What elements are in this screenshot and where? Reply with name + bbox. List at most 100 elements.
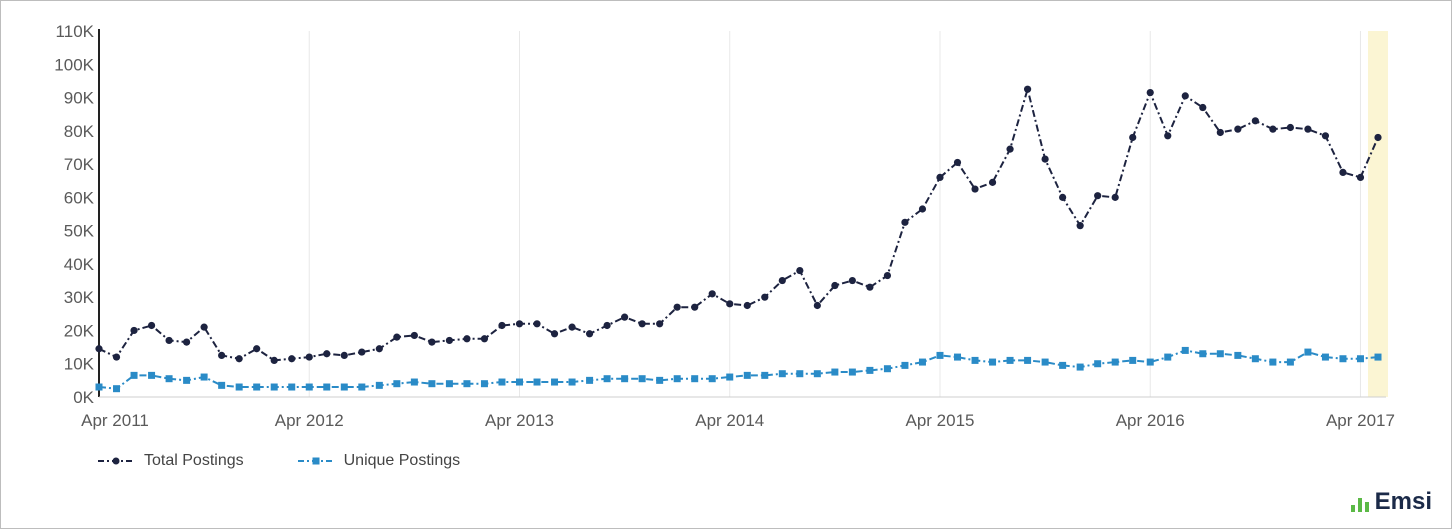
data-point-1-70 [1321,353,1329,361]
legend: Total Postings Unique Postings [96,452,460,470]
data-point-1-49 [954,353,962,361]
total-postings-legend-icon [98,457,134,465]
data-point-1-37 [743,371,751,379]
data-point-1-24 [515,378,523,386]
y-tick-label-10: 100K [54,55,94,74]
data-point-1-35 [708,375,716,383]
brand-logo: Emsi [1350,488,1432,515]
data-point-0-12 [305,353,313,361]
data-point-0-13 [323,350,331,358]
data-point-1-62 [1181,346,1189,354]
data-point-0-64 [1216,128,1224,137]
legend-label-unique: Unique Postings [343,452,461,469]
data-point-1-17 [393,380,401,388]
data-point-1-26 [551,378,559,386]
data-point-1-44 [866,366,874,374]
data-point-1-63 [1199,350,1207,358]
data-point-0-17 [393,333,401,341]
data-point-0-42 [831,281,839,290]
data-point-0-16 [375,345,383,353]
data-point-0-35 [708,290,716,298]
data-point-1-2 [130,371,138,379]
data-point-0-33 [673,303,681,311]
data-point-0-67 [1269,125,1277,133]
data-point-0-55 [1059,193,1067,201]
data-point-1-34 [691,375,699,383]
data-point-0-38 [761,293,769,301]
data-point-0-15 [358,348,366,356]
data-point-0-26 [550,330,559,338]
data-point-1-50 [971,356,979,364]
y-tick-label-7: 70K [64,155,95,174]
data-point-1-72 [1356,355,1364,363]
data-point-0-60 [1146,88,1154,97]
data-point-0-24 [515,320,524,328]
data-point-1-8 [235,383,243,391]
data-point-0-70 [1321,132,1330,140]
data-point-1-58 [1111,358,1119,366]
data-point-1-10 [270,383,278,391]
legend-item-unique[interactable]: Unique Postings [296,452,461,470]
x-tick-label-0: Apr 2011 [81,411,149,430]
y-tick-label-0: 0K [73,388,94,407]
data-point-1-9 [253,383,261,391]
data-point-1-40 [796,370,804,378]
data-point-0-73 [1374,133,1382,142]
y-tick-label-11: 110K [56,22,95,41]
data-point-1-33 [673,375,681,383]
legend-item-total[interactable]: Total Postings [96,452,244,470]
data-point-0-7 [218,351,226,360]
series [95,85,1382,393]
data-point-0-52 [1006,145,1014,153]
data-point-1-19 [428,380,436,388]
data-point-1-38 [761,371,769,379]
data-point-1-64 [1216,350,1224,358]
data-point-1-27 [568,378,576,386]
x-tick-label-4: Apr 2015 [905,411,974,430]
x-tick-label-3: Apr 2014 [695,411,764,430]
y-tick-label-4: 40K [64,255,95,274]
data-point-0-22 [480,335,489,343]
data-point-1-68 [1286,358,1294,366]
x-tick-label-1: Apr 2012 [275,411,344,430]
data-point-0-29 [603,321,611,330]
series-line-0 [98,85,1379,362]
data-point-0-31 [638,320,646,328]
data-point-0-0 [95,345,103,353]
data-point-1-12 [305,383,313,391]
data-point-0-41 [813,301,821,310]
data-point-0-43 [848,276,856,285]
data-point-1-66 [1251,355,1259,363]
data-point-0-49 [953,158,962,167]
data-point-1-13 [323,383,331,391]
y-tick-label-2: 20K [64,321,95,340]
y-tick-label-1: 10K [64,355,95,374]
data-point-0-47 [918,205,927,213]
data-point-1-69 [1304,348,1312,356]
data-point-0-61 [1164,132,1172,140]
y-tick-label-6: 60K [64,188,95,207]
data-point-1-0 [95,383,103,391]
data-point-0-72 [1356,173,1365,181]
data-point-0-71 [1339,168,1347,177]
data-point-1-21 [463,380,471,388]
data-point-0-9 [253,345,261,353]
data-point-1-54 [1041,358,1049,366]
data-point-1-4 [165,375,173,383]
data-point-1-48 [936,351,944,359]
brand-name: Emsi [1374,488,1432,515]
data-point-1-18 [410,378,418,386]
y-tick-label-9: 90K [64,89,95,108]
data-point-1-20 [445,380,453,388]
data-point-1-51 [989,358,997,366]
data-point-0-21 [463,335,471,343]
data-point-1-15 [358,383,366,391]
data-point-0-46 [901,218,909,226]
data-point-0-59 [1129,133,1137,142]
data-point-0-4 [165,336,173,345]
data-point-1-7 [218,381,226,389]
data-point-1-32 [656,376,664,384]
unique-postings-legend-icon [297,457,334,465]
data-point-0-66 [1251,117,1259,125]
